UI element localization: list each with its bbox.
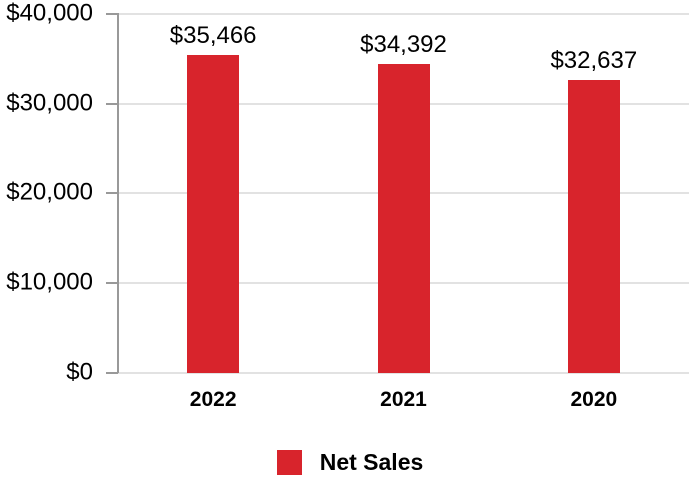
bar-2021	[377, 64, 430, 373]
bar-2022	[187, 54, 240, 373]
y-axis-tick-30000	[106, 102, 118, 105]
y-axis-tick-0	[106, 371, 118, 374]
y-axis-tick-label-40000: $40,000	[6, 0, 93, 27]
y-axis-tick-10000	[106, 281, 118, 284]
y-axis-tick-label-10000: $10,000	[6, 268, 93, 296]
bar-value-label-2021: $34,392	[360, 31, 447, 59]
y-axis-tick-40000	[106, 13, 118, 15]
bar-value-label-2022: $35,466	[169, 21, 257, 49]
y-axis-line	[117, 13, 119, 373]
y-axis-tick-label-30000: $30,000	[6, 89, 93, 117]
bar-value-label-2020: $32,637	[550, 46, 638, 74]
x-axis-category-label-2022: 2022	[189, 388, 237, 411]
legend: Net Sales	[0, 449, 700, 475]
gridline-40000	[118, 13, 689, 15]
bar-2020	[567, 79, 620, 373]
x-axis-category-label-2020: 2020	[570, 388, 618, 411]
legend-label-net-sales: Net Sales	[319, 448, 424, 475]
y-axis-tick-label-0: $0	[66, 357, 93, 385]
y-axis-tick-label-20000: $20,000	[6, 178, 93, 206]
y-axis-tick-20000	[106, 192, 118, 195]
x-axis-category-label-2021: 2021	[380, 388, 427, 411]
legend-swatch-net-sales	[276, 449, 302, 475]
